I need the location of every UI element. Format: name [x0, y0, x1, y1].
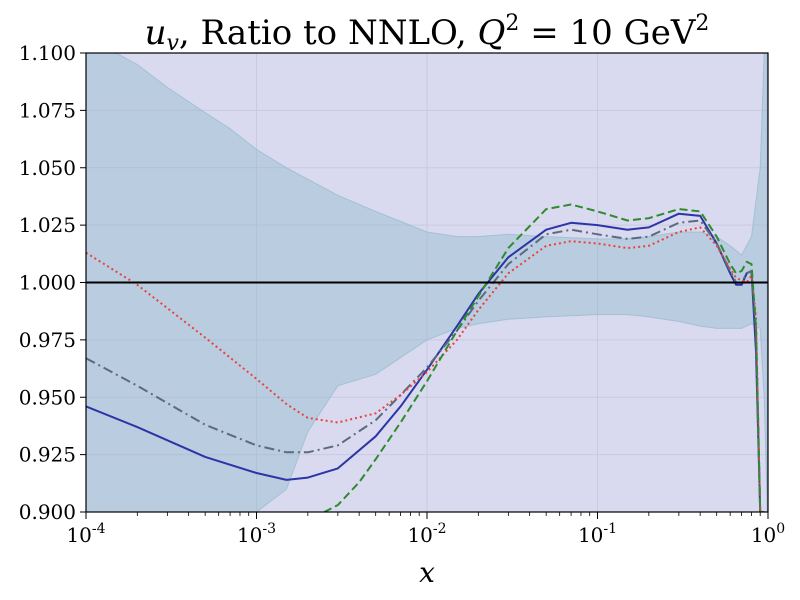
x-tick-label-4: 100: [751, 521, 785, 547]
series-dotted-red: [86, 226, 765, 512]
y-tick-label-4: 1.000: [19, 271, 76, 295]
y-tick-label-6: 1.050: [19, 156, 76, 180]
y-tick-label-3: 0.975: [19, 328, 76, 352]
ticks: [80, 52, 769, 519]
y-tick-label-5: 1.025: [19, 213, 76, 237]
x-tick-label-0: 10-4: [66, 521, 105, 547]
series: [86, 203, 765, 512]
y-tick-label-2: 0.950: [19, 385, 76, 409]
y-tick-label-7: 1.075: [19, 98, 76, 122]
y-tick-label-8: 1.100: [19, 41, 76, 65]
y-tick-label-1: 0.925: [19, 443, 76, 467]
x-axis-label: x: [419, 556, 435, 589]
chart-title: uv, Ratio to NNLO, Q2 = 10 GeV2: [145, 11, 710, 56]
y-tick-label-0: 0.900: [19, 500, 76, 524]
x-tick-label-3: 10-1: [578, 521, 617, 547]
series-dashed-green: [323, 203, 765, 512]
y-tick-labels: 0.900 0.925 0.950 0.975 1.000 1.025 1.050 1.075…: [19, 41, 76, 524]
x-tick-label-2: 10-2: [407, 521, 446, 547]
x-tick-label-1: 10-3: [237, 521, 276, 547]
x-tick-labels: 10-4 10-3 10-2 10-1 100: [66, 521, 785, 547]
